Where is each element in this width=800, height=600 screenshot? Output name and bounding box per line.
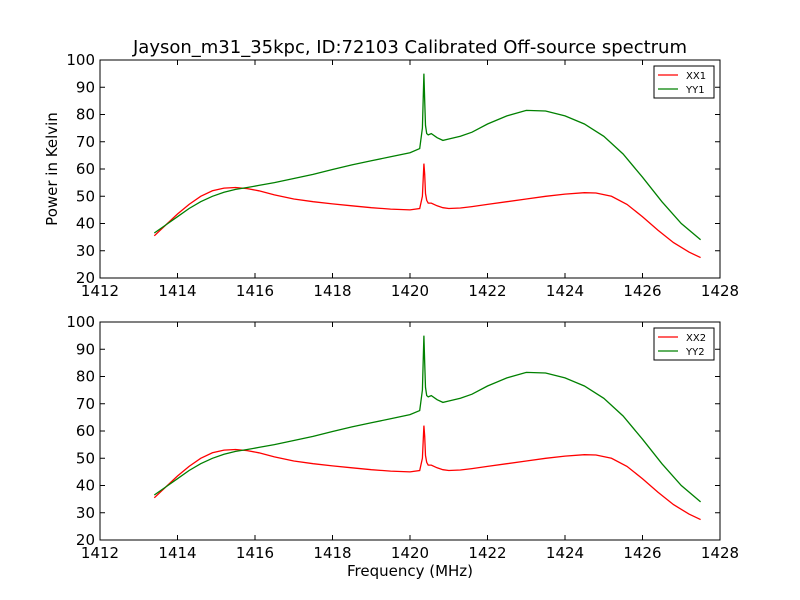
- figure-title: Jayson_m31_35kpc, ID:72103 Calibrated Of…: [132, 37, 687, 58]
- top-axes: 1412 1414 1416 1418 1420 1422 1424 1426 1428 20 30…: [43, 51, 739, 300]
- y-tick-label: 30: [76, 242, 95, 260]
- x-tick-label: 1422: [468, 282, 506, 300]
- x-tick-label: 1418: [313, 544, 351, 562]
- bottom-axes: 1412 1414 1416 1418 1420 1422 1424 1426 1428 20 30…: [66, 313, 739, 580]
- series-line-yy1: [153, 73, 702, 241]
- x-tick-label: 1412: [81, 282, 119, 300]
- y-tick-label: 30: [76, 504, 95, 522]
- x-tick-label: 1428: [701, 544, 739, 562]
- y-tick-label: 40: [76, 477, 95, 495]
- x-tick-label: 1416: [236, 544, 274, 562]
- y-axis-label: Power in Kelvin: [43, 112, 61, 226]
- y-tick-label: 20: [76, 269, 95, 287]
- y-tick-label: 80: [76, 368, 95, 386]
- x-tick-label: 1420: [391, 282, 429, 300]
- series-line-yy2: [153, 335, 702, 503]
- series-line-xx2: [153, 425, 701, 521]
- y-tick-label: 70: [76, 133, 95, 151]
- x-tick-label: 1428: [701, 282, 739, 300]
- x-tick-label: 1412: [81, 544, 119, 562]
- x-tick-label: 1426: [623, 282, 661, 300]
- y-tick-label: 20: [76, 531, 95, 549]
- y-tick-label: 50: [76, 187, 95, 205]
- legend-label-xx1: XX1: [686, 71, 706, 82]
- x-tick-label: 1414: [158, 282, 196, 300]
- y-tick-label: 90: [76, 340, 95, 358]
- y-tick-label: 90: [76, 78, 95, 96]
- y-tick-label: 60: [76, 422, 95, 440]
- series-line-xx1: [153, 163, 701, 259]
- y-tick-label: 70: [76, 395, 95, 413]
- x-tick-label: 1418: [313, 282, 351, 300]
- x-tick-label: 1422: [468, 544, 506, 562]
- legend-label-yy1: YY1: [685, 85, 705, 96]
- x-tick-label: 1426: [623, 544, 661, 562]
- x-axis-label: Frequency (MHz): [347, 562, 473, 580]
- x-tick-label: 1424: [546, 282, 584, 300]
- y-tick-label: 40: [76, 215, 95, 233]
- x-tick-label: 1420: [391, 544, 429, 562]
- legend-label-xx2: XX2: [686, 333, 706, 344]
- x-tick-label: 1424: [546, 544, 584, 562]
- legend-box: [653, 65, 715, 99]
- y-tick-label: 100: [66, 51, 95, 69]
- legend-box: [653, 327, 715, 361]
- y-tick-label: 60: [76, 160, 95, 178]
- y-tick-label: 100: [66, 313, 95, 331]
- x-tick-label: 1416: [236, 282, 274, 300]
- legend-label-yy2: YY2: [685, 347, 705, 358]
- y-tick-label: 50: [76, 449, 95, 467]
- y-tick-label: 80: [76, 106, 95, 124]
- x-tick-label: 1414: [158, 544, 196, 562]
